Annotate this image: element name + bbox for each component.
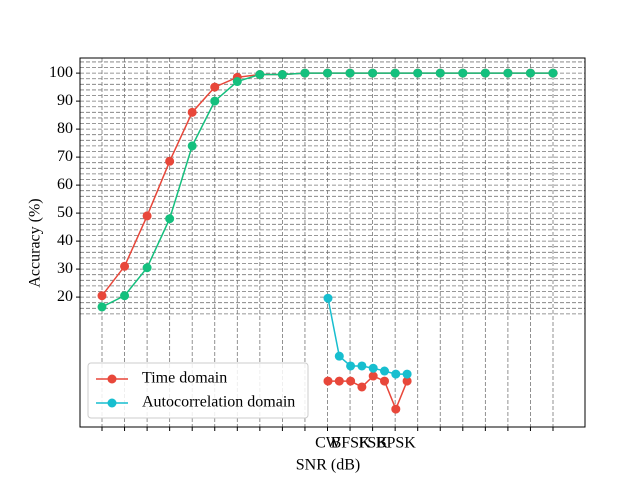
marker bbox=[210, 96, 220, 106]
marker bbox=[210, 82, 220, 92]
marker bbox=[413, 68, 423, 78]
marker bbox=[548, 68, 558, 78]
marker bbox=[345, 68, 355, 78]
y-tick-label: 90 bbox=[57, 92, 73, 109]
marker bbox=[255, 70, 265, 80]
marker bbox=[142, 211, 152, 221]
x-tick-label: BPSK bbox=[376, 435, 416, 452]
marker bbox=[435, 68, 445, 78]
marker bbox=[346, 376, 356, 386]
y-axis-label: Accuracy (%) bbox=[27, 198, 44, 287]
marker bbox=[357, 382, 367, 392]
marker bbox=[165, 214, 175, 224]
marker bbox=[391, 404, 401, 414]
marker bbox=[277, 70, 287, 80]
marker bbox=[402, 369, 412, 379]
y-tick-label: 20 bbox=[57, 288, 73, 305]
marker bbox=[503, 68, 513, 78]
marker bbox=[391, 369, 401, 379]
x-tick-label: CW bbox=[315, 435, 342, 452]
marker bbox=[142, 263, 152, 273]
marker bbox=[323, 293, 333, 303]
legend-label: Time domain bbox=[142, 370, 227, 387]
x-axis-label: SNR (dB) bbox=[296, 457, 360, 474]
marker bbox=[165, 156, 175, 166]
y-tick-label: 40 bbox=[57, 232, 73, 249]
marker bbox=[525, 68, 535, 78]
y-tick-label: 30 bbox=[57, 260, 73, 277]
marker bbox=[323, 68, 332, 78]
y-tick-label: 50 bbox=[57, 204, 73, 221]
legend-marker bbox=[107, 374, 117, 384]
marker bbox=[97, 291, 107, 301]
x-tick-label: BFSK bbox=[331, 435, 371, 452]
marker bbox=[390, 68, 400, 78]
y-tick-label: 80 bbox=[57, 120, 73, 137]
marker bbox=[368, 371, 378, 381]
marker bbox=[97, 302, 107, 312]
marker bbox=[368, 363, 378, 373]
marker bbox=[120, 261, 130, 271]
marker bbox=[334, 351, 344, 361]
marker bbox=[380, 366, 389, 376]
marker bbox=[120, 291, 130, 301]
marker bbox=[187, 141, 197, 151]
y-tick-label: 100 bbox=[49, 64, 73, 81]
marker bbox=[346, 361, 356, 371]
marker bbox=[323, 376, 333, 386]
legend-label: Autocorrelation domain bbox=[142, 394, 295, 411]
marker bbox=[480, 68, 490, 78]
legend-box bbox=[87, 362, 309, 419]
marker bbox=[357, 361, 367, 371]
x-tick-label: FSK bbox=[359, 435, 389, 452]
marker bbox=[187, 107, 197, 117]
marker bbox=[368, 68, 378, 78]
y-tick-label: 60 bbox=[57, 176, 73, 193]
marker bbox=[232, 77, 242, 87]
y-tick-label: 70 bbox=[57, 148, 73, 165]
marker bbox=[300, 68, 310, 78]
legend-marker bbox=[107, 398, 117, 408]
marker bbox=[402, 376, 412, 386]
marker bbox=[458, 68, 468, 78]
marker bbox=[334, 376, 344, 386]
marker bbox=[380, 376, 389, 386]
plot-frame bbox=[79, 57, 586, 428]
